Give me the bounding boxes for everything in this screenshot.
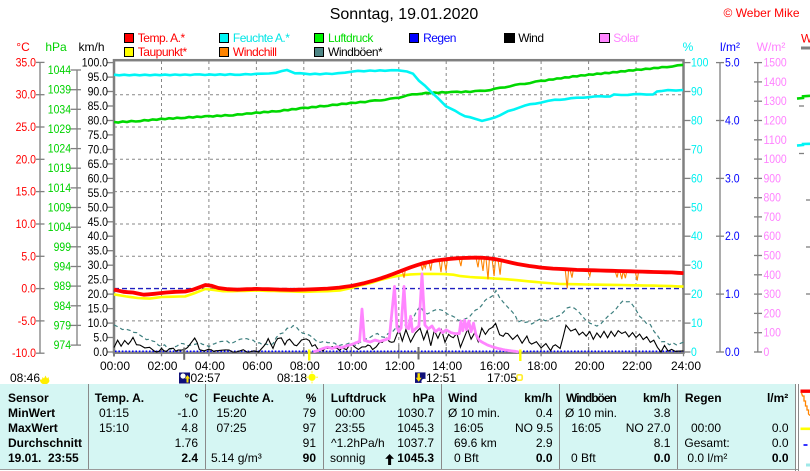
svg-text:1024: 1024 (48, 142, 71, 156)
svg-text:4.0: 4.0 (725, 114, 740, 128)
svg-text:60: 60 (691, 171, 703, 185)
svg-text:30.0: 30.0 (88, 258, 109, 272)
svg-text:30.0: 30.0 (16, 88, 37, 102)
svg-text:W: W (801, 32, 810, 46)
svg-text:-10.0: -10.0 (12, 346, 36, 360)
svg-text:10: 10 (691, 316, 703, 330)
svg-text:80.0: 80.0 (88, 114, 109, 128)
svg-text:1200: 1200 (764, 114, 787, 128)
svg-text:1009: 1009 (48, 201, 71, 215)
svg-text:1004: 1004 (48, 220, 71, 234)
svg-text:1000: 1000 (764, 152, 787, 166)
svg-text:979: 979 (54, 318, 72, 332)
svg-text:10.0: 10.0 (88, 316, 109, 330)
svg-text:35.0: 35.0 (88, 244, 109, 258)
svg-text:600: 600 (764, 229, 782, 243)
svg-text:40: 40 (691, 229, 703, 243)
svg-text:974: 974 (54, 338, 72, 352)
svg-text:5.0: 5.0 (725, 56, 740, 70)
svg-text:45.0: 45.0 (88, 215, 109, 229)
svg-text:80: 80 (691, 114, 703, 128)
svg-text:40.0: 40.0 (88, 229, 109, 243)
svg-text:20.0: 20.0 (16, 152, 37, 166)
svg-text:5.0: 5.0 (93, 331, 108, 345)
svg-text:65.0: 65.0 (88, 157, 109, 171)
svg-text:55.0: 55.0 (88, 186, 109, 200)
svg-text:100: 100 (691, 56, 709, 70)
svg-text:900: 900 (764, 171, 782, 185)
svg-text:984: 984 (54, 299, 72, 313)
svg-text:1.0: 1.0 (725, 287, 740, 301)
svg-text:989: 989 (54, 279, 72, 293)
svg-text:75.0: 75.0 (88, 128, 109, 142)
svg-text:3.0: 3.0 (725, 171, 740, 185)
svg-text:1100: 1100 (764, 133, 787, 147)
svg-text:1300: 1300 (764, 94, 787, 108)
svg-text:70: 70 (691, 142, 703, 156)
svg-text:100.0: 100.0 (82, 56, 108, 70)
svg-text:90: 90 (691, 85, 703, 99)
svg-text:994: 994 (54, 260, 72, 274)
svg-text:1044: 1044 (48, 63, 71, 77)
svg-text:15.0: 15.0 (88, 302, 109, 316)
svg-text:1039: 1039 (48, 83, 71, 97)
svg-text:1014: 1014 (48, 181, 71, 195)
svg-text:90.0: 90.0 (88, 85, 109, 99)
svg-text:1400: 1400 (764, 75, 787, 89)
svg-text:50: 50 (691, 200, 703, 214)
svg-text:10.0: 10.0 (16, 217, 37, 231)
svg-text:200: 200 (764, 306, 782, 320)
svg-text:35.0: 35.0 (16, 55, 37, 69)
svg-text:300: 300 (764, 287, 782, 301)
svg-text:0.0: 0.0 (21, 282, 36, 296)
svg-text:20: 20 (691, 287, 703, 301)
svg-text:100: 100 (764, 326, 782, 340)
svg-text:999: 999 (54, 240, 72, 254)
svg-text:0: 0 (691, 345, 697, 359)
svg-text:25.0: 25.0 (16, 120, 37, 134)
svg-text:60.0: 60.0 (88, 171, 109, 185)
svg-text:95.0: 95.0 (88, 70, 109, 84)
svg-text:30: 30 (691, 258, 703, 272)
svg-text:1500: 1500 (764, 56, 787, 70)
svg-text:1019: 1019 (48, 161, 71, 175)
svg-text:85.0: 85.0 (88, 99, 109, 113)
svg-text:2.0: 2.0 (725, 229, 740, 243)
svg-text:20.0: 20.0 (88, 287, 109, 301)
svg-text:400: 400 (764, 268, 782, 282)
svg-text:700: 700 (764, 210, 782, 224)
svg-text:0: 0 (764, 345, 770, 359)
svg-text:25.0: 25.0 (88, 273, 109, 287)
svg-text:1029: 1029 (48, 122, 71, 136)
svg-text:0.0: 0.0 (93, 345, 108, 359)
svg-text:70.0: 70.0 (88, 142, 109, 156)
svg-text:50.0: 50.0 (88, 200, 109, 214)
svg-text:0.0: 0.0 (725, 345, 740, 359)
svg-text:500: 500 (764, 249, 782, 263)
svg-text:-5.0: -5.0 (18, 314, 36, 328)
svg-text:800: 800 (764, 191, 782, 205)
svg-text:1034: 1034 (48, 102, 71, 116)
svg-text:5.0: 5.0 (21, 249, 36, 263)
svg-text:15.0: 15.0 (16, 185, 37, 199)
